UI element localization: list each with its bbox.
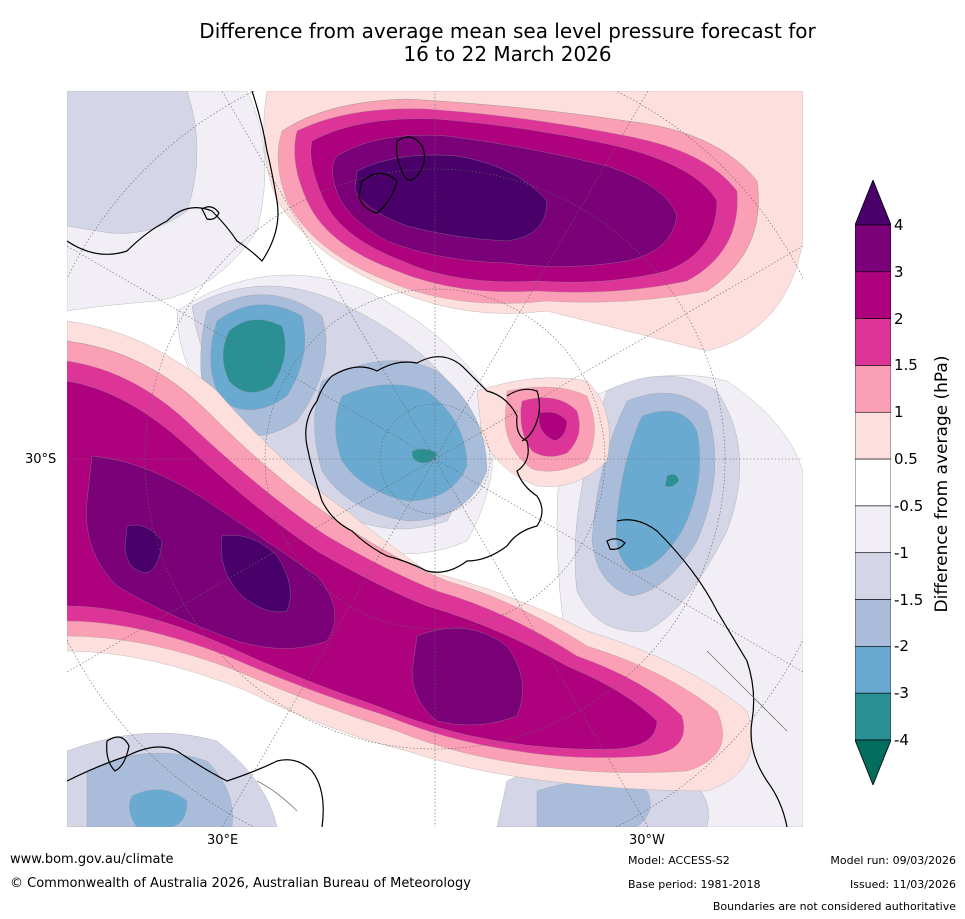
colorbar-tick-label: 4 <box>894 216 904 234</box>
colorbar-tick-label: -3 <box>894 684 909 703</box>
low-region-west-center <box>222 319 286 393</box>
antarctic-peninsula-coastline <box>506 388 541 442</box>
colorbar-segment <box>854 552 892 600</box>
colorbar-title: Difference from average (hPa) <box>932 355 952 613</box>
colorbar-extend-bottom <box>854 739 892 787</box>
madagascar-coastline <box>106 736 130 772</box>
colorbar-tick-label: -2 <box>894 637 909 656</box>
high-region-east-core <box>538 411 568 442</box>
africa-south-coastline <box>67 746 324 827</box>
contour-lines <box>67 98 759 582</box>
model-run-text: Model run: 09/03/2026 <box>830 854 956 867</box>
pressure-anomaly-map <box>67 91 803 827</box>
model-text: Model: ACCESS-S2 <box>628 854 730 867</box>
issued-text: Issued: 11/03/2026 <box>849 878 956 891</box>
colorbar-tick-label: 3 <box>894 262 904 281</box>
political-boundaries <box>256 650 788 812</box>
graticule-meridian-10 <box>221 458 436 827</box>
graticule-meridian-12 <box>434 245 803 460</box>
high-region-southwest-center-a <box>124 524 163 574</box>
colorbar-tick-label: -1 <box>894 543 909 562</box>
colorbar-segment <box>854 224 892 273</box>
contour-line-south <box>67 340 448 582</box>
latitude-label-30s: 30°S <box>25 452 57 467</box>
colorbar-segment <box>854 411 892 460</box>
graticule-meridian-9 <box>434 91 649 460</box>
graticule-meridian-8 <box>434 458 803 673</box>
base-period-text: Base period: 1981-2018 <box>628 878 761 891</box>
antarctica-coastline <box>305 356 543 573</box>
colorbar-graphic <box>854 178 892 787</box>
colorbar-segment <box>854 365 892 413</box>
south-america-coastline <box>616 519 788 827</box>
graticule-circle-2 <box>264 288 606 630</box>
boundary-africa <box>256 780 298 812</box>
low-region-east-center <box>664 474 680 487</box>
colorbar-tick-label: 1 <box>894 403 904 422</box>
colorbar-tick-label: 1.5 <box>894 356 918 375</box>
colorbar-tick-label: 2 <box>894 309 904 328</box>
contour-line-north <box>281 98 759 292</box>
high-region-south-core <box>411 627 523 726</box>
colorbar-segment <box>854 458 892 507</box>
australia-coastline <box>67 91 279 262</box>
graticule-meridian-5 <box>221 91 436 460</box>
low-region-southwest-core <box>129 789 188 827</box>
low-region-northwest <box>67 91 198 234</box>
colorbar-segment <box>854 692 892 741</box>
colorbar <box>854 178 892 787</box>
colorbar-segment <box>854 646 892 694</box>
colorbar-segment <box>854 599 892 647</box>
new-zealand-north-coastline <box>395 136 426 181</box>
colorbar-extend-top <box>854 178 892 226</box>
graticule-circle-1 <box>379 403 491 515</box>
graticule-meridian-6 <box>434 458 649 827</box>
low-region-antarctic-core <box>335 384 468 502</box>
graticule-circle-3 <box>144 168 726 750</box>
colorbar-tick-label: -4 <box>894 731 909 749</box>
low-region-east-core <box>615 410 701 572</box>
longitude-label-30w: 30°W <box>629 833 665 848</box>
website-link[interactable]: www.bom.gov.au/climate <box>10 852 174 867</box>
high-region-north-center <box>354 154 548 242</box>
colorbar-tick-label: 0.5 <box>894 450 918 469</box>
boundary-south-america <box>706 650 788 732</box>
high-region-southwest-center-b <box>221 535 291 613</box>
copyright-text: © Commonwealth of Australia 2026, Austra… <box>10 876 471 891</box>
graticule-meridian-7 <box>67 245 436 460</box>
falkland-coastline <box>606 538 626 550</box>
colorbar-segment <box>854 505 892 554</box>
colorbar-segment <box>854 271 892 319</box>
graticule-meridian-11 <box>67 458 436 673</box>
coastlines <box>67 91 788 827</box>
map-title: Difference from average mean sea level p… <box>120 20 895 66</box>
graticule <box>67 91 803 827</box>
disclaimer-text: Boundaries are not considered authoritat… <box>712 900 956 913</box>
tasmania-coastline <box>201 206 220 220</box>
longitude-label-30e: 30°E <box>207 833 239 848</box>
title-line-2: 16 to 22 March 2026 <box>403 42 612 66</box>
colorbar-segment <box>854 318 892 366</box>
map-canvas <box>67 91 803 827</box>
title-line-1: Difference from average mean sea level p… <box>199 19 816 43</box>
colorbar-tick-label: -0.5 <box>894 496 924 515</box>
new-zealand-south-coastline <box>358 172 398 214</box>
colorbar-tick-label: -1.5 <box>894 590 924 609</box>
high-anomaly-regions <box>67 91 803 792</box>
